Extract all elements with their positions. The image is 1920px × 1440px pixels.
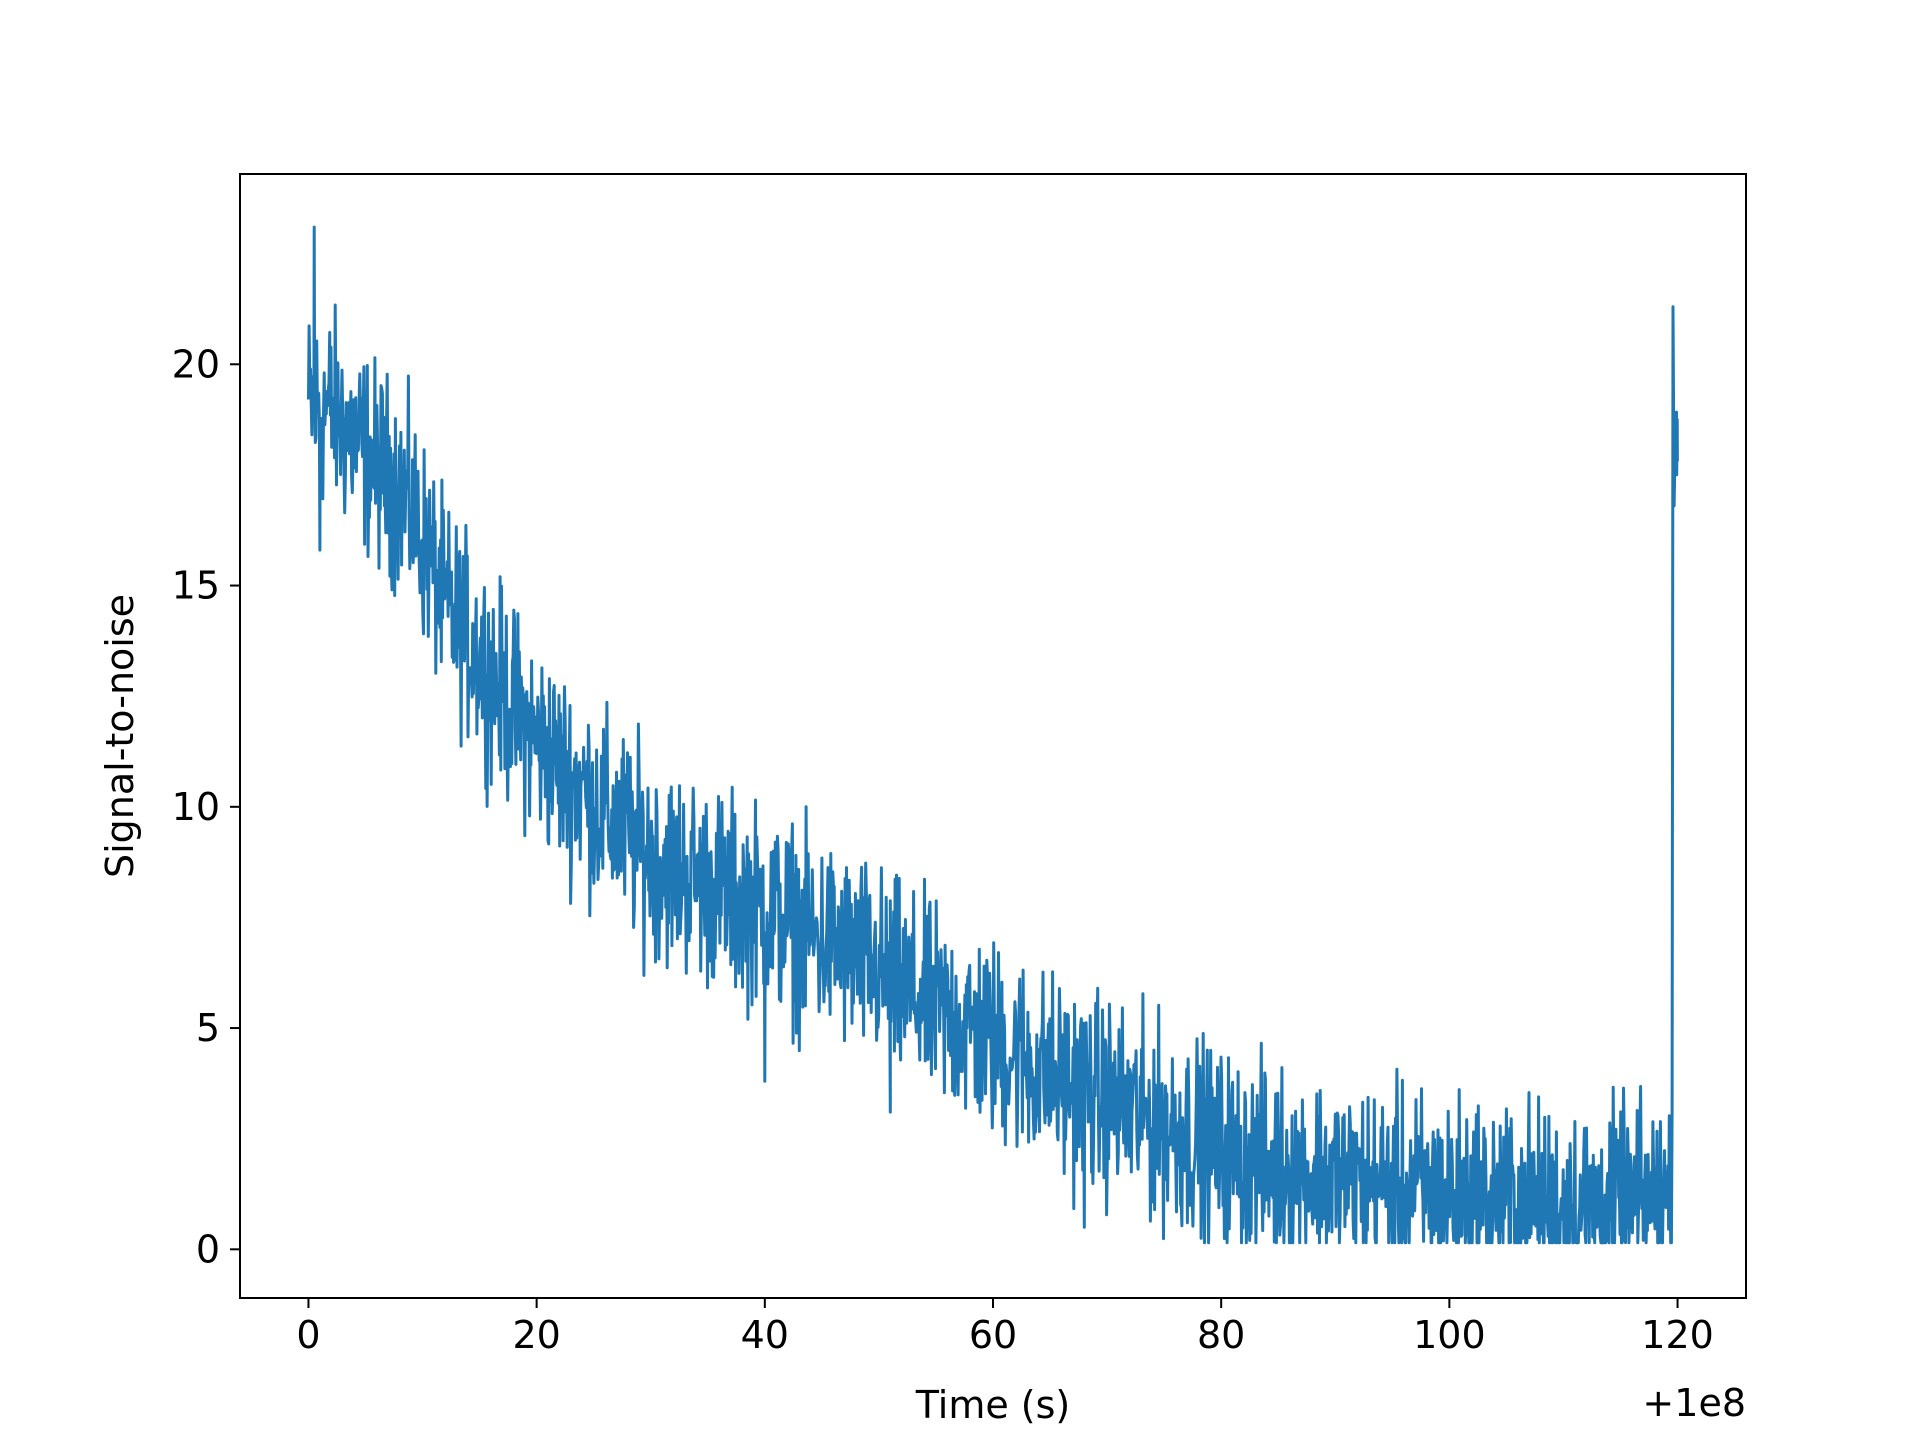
y-tick-label: 10 — [172, 785, 220, 829]
x-tick-label: 80 — [1197, 1313, 1245, 1357]
y-axis-label: Signal-to-noise — [98, 594, 142, 878]
x-offset-label: +1e8 — [1642, 1381, 1746, 1425]
x-axis: 0 20 40 60 80 100 120 — [296, 1298, 1714, 1357]
y-tick-label: 0 — [196, 1227, 220, 1271]
x-tick-label: 60 — [969, 1313, 1017, 1357]
y-tick-label: 15 — [172, 564, 220, 608]
x-tick-label: 20 — [512, 1313, 560, 1357]
x-axis-label: Time (s) — [915, 1383, 1071, 1427]
y-axis: 0 5 10 15 20 — [172, 342, 240, 1271]
series-layer — [307, 225, 1679, 1245]
x-tick-label: 0 — [296, 1313, 320, 1357]
x-tick-label: 100 — [1413, 1313, 1486, 1357]
x-tick-label: 40 — [741, 1313, 789, 1357]
y-tick-label: 5 — [196, 1006, 220, 1050]
x-tick-label: 120 — [1641, 1313, 1714, 1357]
series-line — [307, 225, 1679, 1245]
y-tick-label: 20 — [172, 342, 220, 386]
